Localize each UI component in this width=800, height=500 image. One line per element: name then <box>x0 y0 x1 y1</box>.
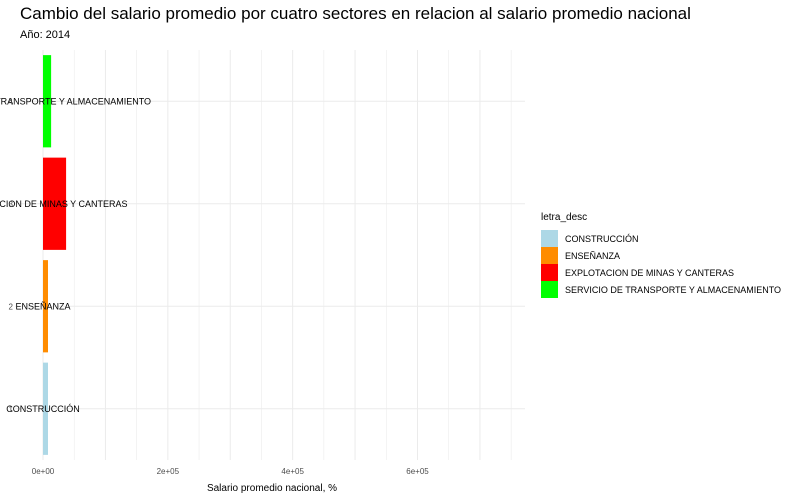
bar <box>43 55 52 148</box>
bar <box>43 362 48 455</box>
y-tick-label: 2 <box>9 302 14 311</box>
bar <box>43 157 67 250</box>
grid <box>15 50 525 460</box>
legend-key <box>541 264 558 281</box>
chart-title: Cambio del salario promedio por cuatro s… <box>20 4 691 23</box>
x-tick-label: 2e+05 <box>157 467 180 476</box>
x-axis-ticks: 0e+00 2e+05 4e+05 6e+05 <box>32 467 430 476</box>
bar <box>43 260 48 353</box>
bar-label: ENSEÑANZA <box>15 301 70 311</box>
bar-label: EXPLOTACION DE MINAS Y CANTERAS <box>0 199 128 209</box>
y-tick-label: 3 <box>9 200 14 209</box>
legend-item: CONSTRUCCIÓN <box>541 230 781 247</box>
legend-item: ENSEÑANZA <box>541 247 781 264</box>
y-axis-ticks: 1 2 3 4 <box>9 97 14 414</box>
x-axis-title: Salario promedio nacional, % <box>207 483 337 494</box>
chart-subtitle: Año: 2014 <box>20 29 71 41</box>
x-tick-label: 4e+05 <box>281 467 304 476</box>
legend-key <box>541 247 558 264</box>
y-tick-label: 1 <box>9 405 14 414</box>
legend-label: EXPLOTACION DE MINAS Y CANTERAS <box>565 267 735 278</box>
legend-item: SERVICIO DE TRANSPORTE Y ALMACENAMIENTO <box>541 281 781 298</box>
legend-label: ENSEÑANZA <box>565 250 621 261</box>
legend-key <box>541 281 558 298</box>
legend-item: EXPLOTACION DE MINAS Y CANTERAS <box>541 264 781 281</box>
x-tick-label: 0e+00 <box>32 467 55 476</box>
bars <box>43 55 67 455</box>
bar-labels: CONSTRUCCIÓN ENSEÑANZA EXPLOTACION DE MINA… <box>0 96 151 414</box>
legend-title: letra_desc <box>541 212 588 223</box>
y-tick-label: 4 <box>9 97 14 106</box>
legend-key <box>541 230 558 247</box>
legend: letra_desc CONSTRUCCIÓN ENSEÑANZA EXPLOTAC… <box>541 212 781 298</box>
legend-items: CONSTRUCCIÓN ENSEÑANZA EXPLOTACION DE MINA… <box>541 230 781 298</box>
legend-label: CONSTRUCCIÓN <box>565 233 639 244</box>
legend-label: SERVICIO DE TRANSPORTE Y ALMACENAMIENTO <box>565 284 782 295</box>
bar-label: CONSTRUCCIÓN <box>6 404 80 414</box>
bar-label: SERVICIO DE TRANSPORTE Y ALMACENAMIENTO <box>0 96 151 106</box>
x-tick-label: 6e+05 <box>406 467 429 476</box>
